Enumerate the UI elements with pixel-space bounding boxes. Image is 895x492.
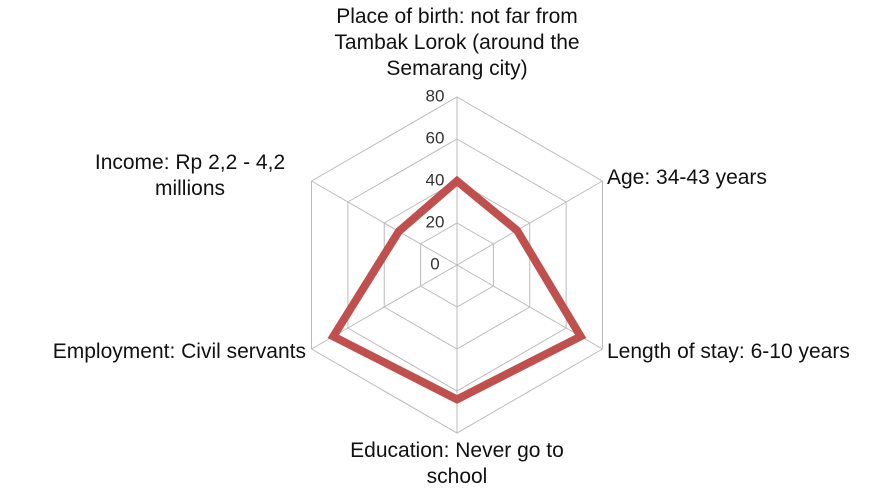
r-tick-label: 80 — [426, 86, 445, 105]
axis-label: Place of birth: not far from Tambak Loro… — [334, 5, 580, 80]
r-tick-label: 60 — [426, 128, 445, 147]
data-line — [327, 175, 587, 404]
r-tick-label: 40 — [426, 170, 445, 189]
spoke — [456, 180, 603, 266]
spoke — [311, 180, 458, 266]
axis-label: Education: Never go to school — [350, 439, 564, 488]
axis-label: Age: 34-43 years — [607, 166, 767, 189]
r-tick-label: 0 — [430, 254, 439, 273]
axis-label: Income: Rp 2,2 - 4,2 millions — [94, 151, 286, 200]
axis-label: Employment: Civil servants — [52, 340, 306, 363]
axis-label: Length of stay: 6-10 years — [607, 340, 850, 363]
r-tick-label: 20 — [426, 212, 445, 231]
